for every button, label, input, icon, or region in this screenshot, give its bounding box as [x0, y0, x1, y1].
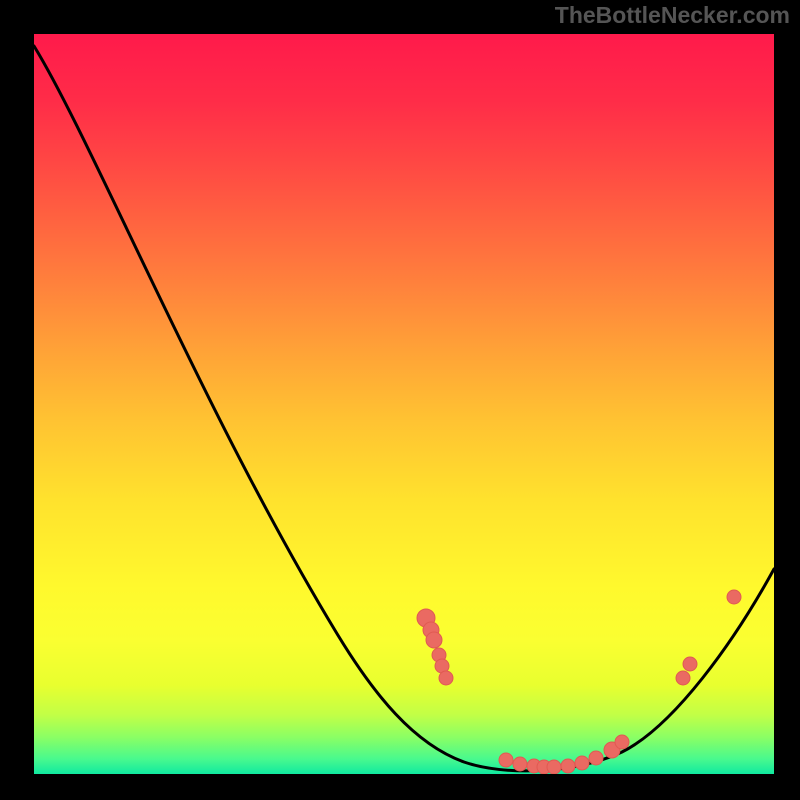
data-marker: [683, 657, 697, 671]
data-marker: [513, 757, 527, 771]
attribution-label: TheBottleNecker.com: [555, 2, 790, 29]
data-marker: [499, 753, 513, 767]
data-marker: [439, 671, 453, 685]
data-marker: [615, 735, 629, 749]
chart-background: [34, 34, 774, 774]
stage: TheBottleNecker.com: [0, 0, 800, 800]
data-marker: [561, 759, 575, 773]
data-marker: [575, 756, 589, 770]
data-marker: [727, 590, 741, 604]
data-marker: [676, 671, 690, 685]
data-marker: [589, 751, 603, 765]
data-marker: [547, 760, 561, 774]
data-marker: [426, 632, 442, 648]
chart-plot: [34, 34, 774, 774]
